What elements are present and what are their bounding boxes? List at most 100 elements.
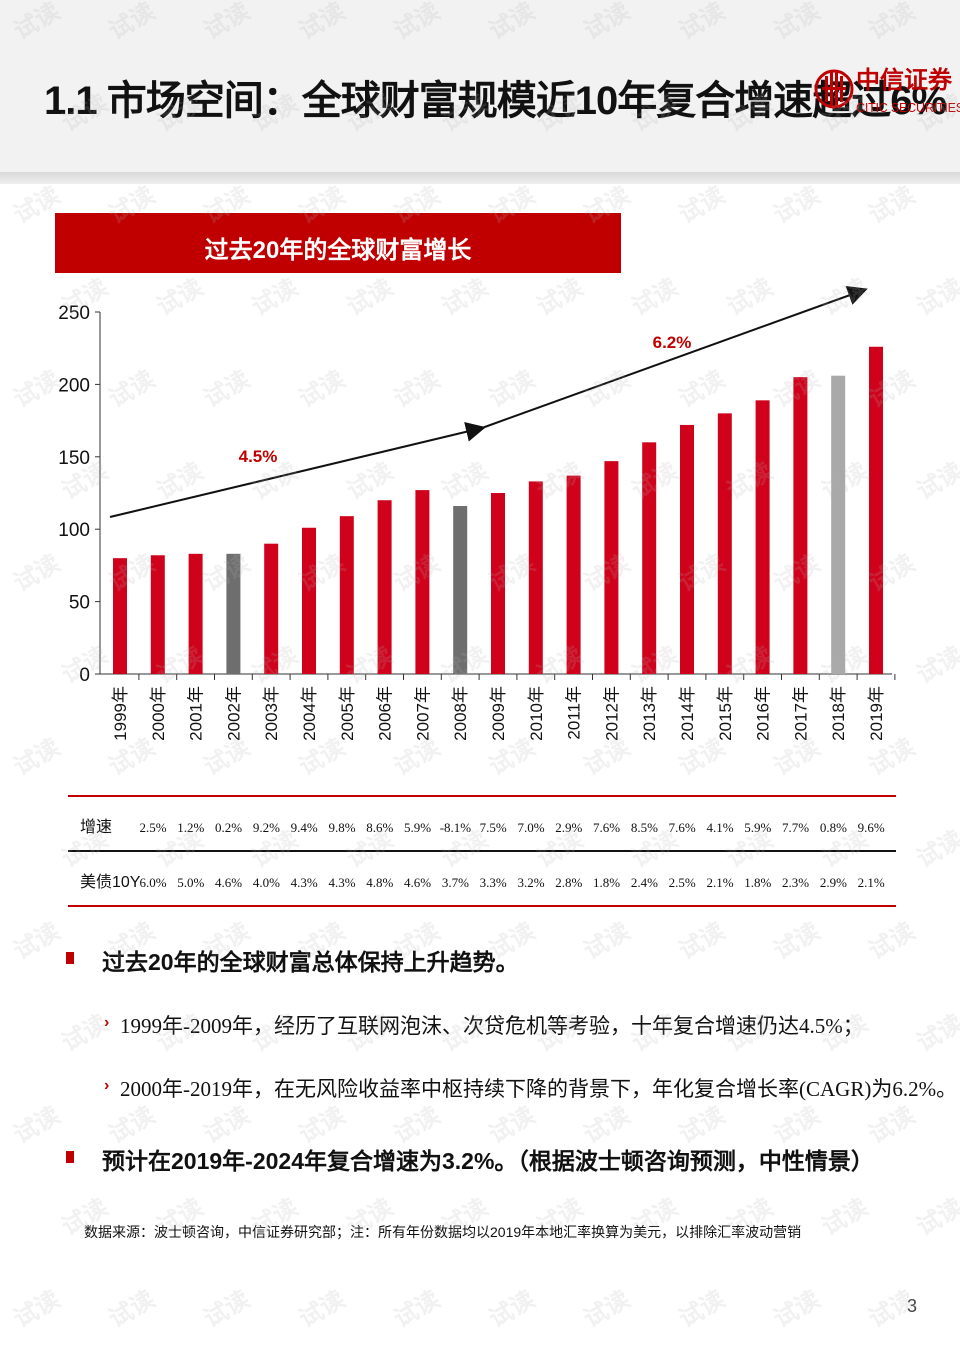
- table-cell: 2.4%: [631, 875, 658, 890]
- watermark-text: 试读: [817, 1193, 873, 1241]
- table-cell: 7.6%: [593, 820, 620, 835]
- x-tick-label: 2004年: [300, 686, 319, 741]
- table-cell: 3.2%: [517, 875, 544, 890]
- chevron-right-icon: ›: [104, 1014, 110, 1031]
- table-cell: 9.2%: [253, 820, 280, 835]
- watermark-text: 试读: [674, 181, 730, 229]
- x-tick-label: 1999年: [111, 686, 130, 741]
- bullet-sub-1: 1999年-2009年，经历了互联网泡沫、次贷危机等考验，十年复合增速仍达4.5…: [120, 1014, 864, 1038]
- citic-logo-icon: [814, 69, 854, 109]
- bullet-square-icon: [66, 952, 74, 964]
- table-cell: 0.2%: [215, 820, 242, 835]
- table-cell: 4.0%: [253, 875, 280, 890]
- x-tick-label: 2015年: [716, 686, 735, 741]
- bar-2012年: [604, 461, 619, 674]
- table-cell: 5.9%: [404, 820, 431, 835]
- table-cell: 4.3%: [291, 875, 318, 890]
- logo-text-cn: 中信证券: [856, 67, 952, 94]
- table-cell: 0.8%: [820, 820, 847, 835]
- bar-2007年: [415, 490, 430, 674]
- watermark-text: 试读: [674, 1285, 730, 1333]
- page-number: 3: [907, 1296, 918, 1316]
- table-cell: 7.0%: [517, 820, 544, 835]
- bar-2013年: [642, 442, 657, 674]
- bar-2009年: [491, 493, 505, 674]
- x-tick-label: 2003年: [262, 686, 281, 741]
- table-cell: 5.9%: [744, 820, 771, 835]
- bar-1999年: [113, 558, 127, 674]
- table-row-label: 美债10Y: [80, 873, 141, 891]
- table-cell: 7.6%: [669, 820, 696, 835]
- y-tick-label: 100: [58, 520, 90, 541]
- x-tick-label: 2010年: [527, 686, 546, 741]
- watermark-text: 试读: [579, 917, 635, 965]
- table-cell: 8.5%: [631, 820, 658, 835]
- table-cell: 9.8%: [328, 820, 355, 835]
- bullet-sub-2: 2000年-2019年，在无风险收益率中枢持续下降的背景下，年化复合增长率(CA…: [120, 1077, 958, 1101]
- table-cell: 4.1%: [706, 820, 733, 835]
- bar-2019年: [869, 346, 883, 674]
- table-cell: 3.3%: [480, 875, 507, 890]
- bar-2014年: [680, 424, 694, 674]
- table-cell: 4.6%: [215, 875, 242, 890]
- x-tick-label: 2000年: [149, 686, 168, 741]
- header-shadow: [0, 172, 960, 184]
- table-cell: 1.8%: [744, 875, 771, 890]
- table-cell: 8.6%: [366, 820, 393, 835]
- bullet-main-1: 过去20年的全球财富总体保持上升趋势。: [102, 949, 519, 975]
- table-cell: 1.2%: [177, 820, 204, 835]
- chevron-right-icon: ›: [104, 1077, 110, 1094]
- watermark-text: 试读: [9, 917, 65, 965]
- table-cell: 2.5%: [139, 820, 166, 835]
- bar-2018年: [831, 375, 846, 674]
- x-tick-label: 2006年: [376, 686, 395, 741]
- table-cell: 2.1%: [706, 875, 733, 890]
- bullet-main-2: 预计在2019年-2024年复合增速为3.2%。（根据波士顿咨询预测，中性情景）: [102, 1148, 874, 1174]
- watermark-text: 试读: [199, 1285, 255, 1333]
- wealth-bar-chart: 0 50 100 150 200 250 4.5% 6.2% 1999年 2000年 2001年…: [58, 286, 896, 907]
- x-tick-label: 2019年: [867, 686, 886, 741]
- table-cell: 5.0%: [177, 875, 204, 890]
- chart-banner: 过去20年的全球财富增长: [55, 213, 621, 273]
- x-tick-label: 2009年: [489, 686, 508, 741]
- x-tick-label: 2013年: [640, 686, 659, 741]
- table-cell: 2.3%: [782, 875, 809, 890]
- watermark-text: 试读: [769, 1285, 825, 1333]
- watermark-text: 试读: [769, 181, 825, 229]
- x-tick-label: 2001年: [187, 686, 206, 741]
- x-tick-label: 2007年: [413, 686, 432, 741]
- table-row-label: 增速: [80, 818, 112, 836]
- trend-arrow: [109, 421, 486, 518]
- x-tick-label: 2012年: [602, 686, 621, 741]
- watermark-text: 试读: [864, 917, 920, 965]
- trend-label: 6.2%: [653, 333, 692, 352]
- bar-2001年: [188, 553, 203, 674]
- bullet-square-icon: [66, 1151, 74, 1163]
- table-cell: -8.1%: [440, 820, 472, 835]
- bar-2015年: [717, 413, 732, 674]
- watermark-text: 试读: [864, 181, 920, 229]
- table-cell: 1.8%: [593, 875, 620, 890]
- table-cell: 7.5%: [480, 820, 507, 835]
- table-cell: 2.8%: [555, 875, 582, 890]
- y-tick-label: 0: [79, 665, 90, 686]
- x-tick-label: 2014年: [678, 686, 697, 741]
- watermark-text: 试读: [912, 1009, 960, 1057]
- x-tick-label: 2016年: [754, 686, 773, 741]
- bar-2011年: [566, 475, 581, 674]
- table-cell: 9.6%: [858, 820, 885, 835]
- table-cell: 7.7%: [782, 820, 809, 835]
- y-tick-label: 200: [58, 375, 90, 396]
- watermark-text: 试读: [579, 1285, 635, 1333]
- bar-2016年: [755, 400, 770, 674]
- watermark-text: 试读: [294, 1285, 350, 1333]
- watermark-text: 试读: [912, 1193, 960, 1241]
- watermark-text: 试读: [9, 1285, 65, 1333]
- bar-2017年: [793, 377, 808, 674]
- watermark-text: 试读: [484, 1285, 540, 1333]
- bar-2010年: [528, 481, 543, 674]
- table-cell: 3.7%: [442, 875, 469, 890]
- trend-arrow: [481, 286, 868, 429]
- table-cell: 2.5%: [669, 875, 696, 890]
- table-cell: 9.4%: [291, 820, 318, 835]
